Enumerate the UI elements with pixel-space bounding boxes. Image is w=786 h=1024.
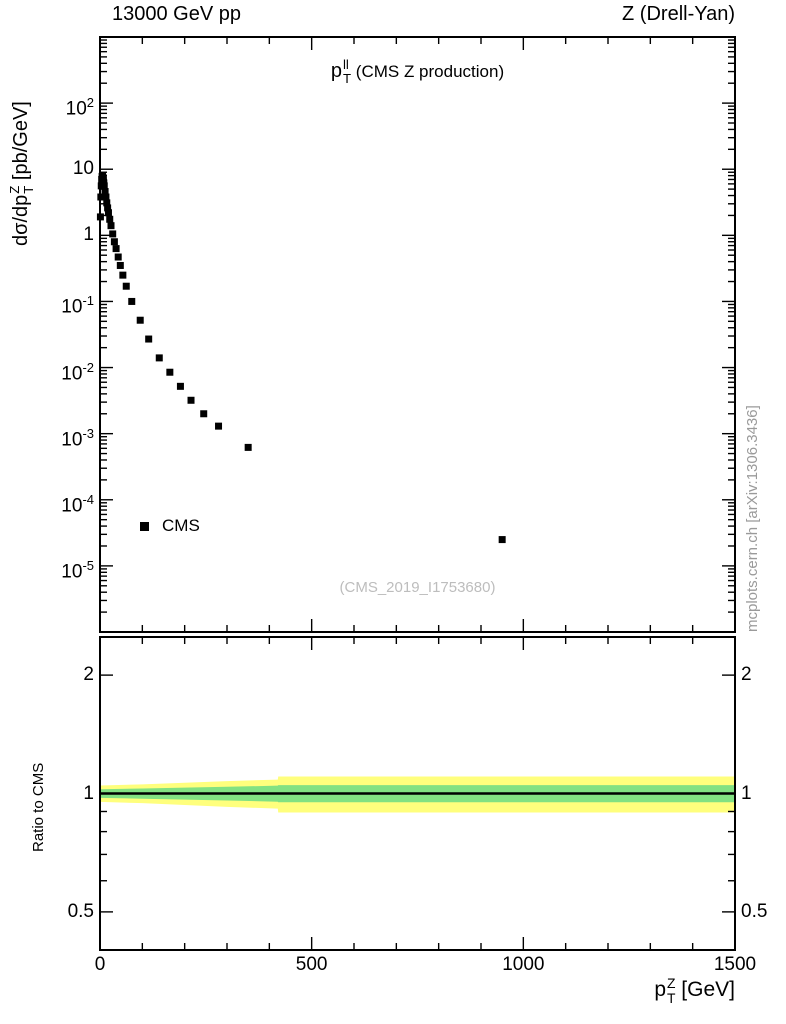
beam-energy-title: 13000 GeV pp <box>112 3 241 25</box>
data-point <box>101 188 109 196</box>
legend: CMS <box>140 516 200 536</box>
y-axis-title-ratio: Ratio to CMS <box>30 762 47 852</box>
ratio-tick-label-right: 0.5 <box>741 900 768 922</box>
data-point <box>106 215 114 223</box>
x-axis-tick-label: 1000 <box>502 954 545 975</box>
data-point <box>104 204 112 212</box>
data-point <box>102 193 110 201</box>
legend-label: CMS <box>162 516 200 535</box>
y-axis-tick-label: 10-5 <box>61 557 94 583</box>
data-point <box>107 222 115 230</box>
observable-title-supsub: ll T <box>343 58 351 86</box>
y-axis-tick-label: 10-2 <box>61 359 94 384</box>
x-axis-tick-label: 0 <box>94 954 106 975</box>
y-tick-exponent: -1 <box>82 293 94 309</box>
data-point <box>100 182 108 190</box>
y-tick-exponent: -3 <box>82 425 94 441</box>
data-point <box>155 354 163 362</box>
data-point <box>136 316 144 324</box>
observable-title-rest: (CMS Z production) <box>351 62 505 82</box>
data-point <box>116 261 124 269</box>
y-axis-tick-label: 10 <box>72 158 94 180</box>
ylabel-sub: T <box>20 185 36 194</box>
ratio-tick-label-left: 0.5 <box>67 900 94 922</box>
analysis-watermark: (CMS_2019_I1753680) <box>339 579 496 596</box>
observable-title-base: p <box>330 60 342 83</box>
y-axis-tick-label: 10-1 <box>61 293 94 318</box>
x-axis-tick-label: 1500 <box>713 954 757 975</box>
data-point <box>110 238 118 246</box>
data-point <box>498 536 506 544</box>
data-point <box>122 282 130 290</box>
ratio-tick-label-right: 1 <box>741 782 752 804</box>
data-point <box>104 209 112 217</box>
data-point <box>103 199 111 207</box>
legend-marker-square <box>140 521 149 531</box>
ratio-tick-label-right: 2 <box>741 664 752 686</box>
ylabel-sup: Z <box>7 185 22 194</box>
main-frame <box>99 36 736 633</box>
data-point <box>119 271 127 279</box>
y-tick-exponent: -4 <box>82 491 94 507</box>
data-point <box>187 396 195 404</box>
data-point <box>215 422 223 430</box>
data-point <box>244 443 252 451</box>
x-axis-tick-label: 500 <box>295 954 328 975</box>
y-axis-tick-label: 10-4 <box>61 491 94 517</box>
process-title: Z (Drell-Yan) <box>622 3 735 25</box>
xlabel-suffix: [GeV] <box>675 978 735 1002</box>
xlabel-base: p <box>654 978 666 1002</box>
observable-title: p ll T (CMS Z production) <box>100 58 735 86</box>
data-point <box>145 335 153 343</box>
data-point <box>200 410 208 418</box>
data-point <box>166 368 174 376</box>
data-point <box>176 382 184 390</box>
y-axis-tick-label: 102 <box>65 95 94 120</box>
data-point <box>114 253 122 261</box>
y-axis-tick-label: 1 <box>83 224 94 246</box>
ratio-tick-label-left: 1 <box>83 782 94 804</box>
data-point <box>109 230 117 238</box>
y-tick-exponent: -5 <box>82 557 94 573</box>
xlabel-sup: Z <box>667 975 676 991</box>
observable-title-sub: T <box>343 70 352 86</box>
y-axis-tick-label: 10-3 <box>61 425 94 450</box>
data-point <box>112 245 120 253</box>
y-tick-exponent: 2 <box>86 95 94 111</box>
attribution-note: mcplots.cern.ch [arXiv:1306.3436] <box>744 405 761 632</box>
ratio-tick-label-left: 2 <box>83 664 94 686</box>
data-point <box>128 297 136 305</box>
y-tick-exponent: -2 <box>82 359 94 375</box>
xlabel-sub: T <box>667 989 676 1006</box>
observable-title-sup: ll <box>343 57 349 72</box>
